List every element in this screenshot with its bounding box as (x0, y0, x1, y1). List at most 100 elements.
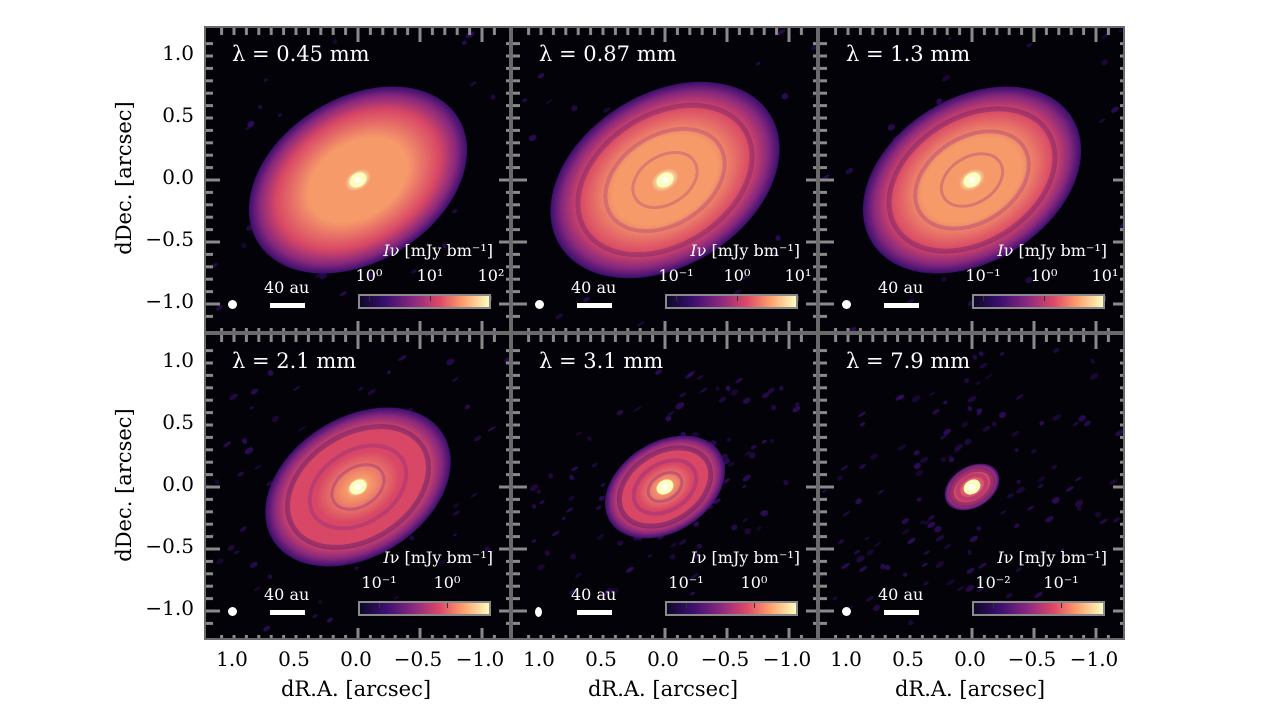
beam-ellipse (535, 607, 542, 617)
scale-bar-label: 40 au (878, 278, 924, 297)
x-tick-label: 0.0 (954, 647, 986, 671)
colorbar-tick-label: 10² (477, 266, 505, 285)
colorbar (972, 601, 1105, 616)
x-tick-label: 0.5 (585, 647, 617, 671)
colorbar-tick-label: 10⁻¹ (658, 266, 694, 285)
y-tick-label: −1.0 (145, 596, 194, 620)
beam-ellipse (228, 300, 237, 309)
x-tick-label: 0.5 (892, 647, 924, 671)
disk-emission-image (522, 29, 816, 327)
wavelength-label: λ = 3.1 mm (539, 349, 664, 373)
x-axis-label: dR.A. [arcsec] (280, 677, 432, 701)
x-tick-label: 1.0 (830, 647, 862, 671)
colorbar-tick-label: 10⁰ (1030, 266, 1058, 285)
x-tick-label: −1.0 (1069, 647, 1119, 671)
colorbar-tick-label: 10⁻¹ (965, 266, 1001, 285)
disk-emission-image (206, 335, 509, 632)
wavelength-label: λ = 2.1 mm (232, 349, 357, 373)
x-axis-label: dR.A. [arcsec] (894, 677, 1046, 701)
beam-ellipse (842, 300, 851, 309)
colorbar-tick-label: 10⁰ (433, 573, 461, 592)
colorbar-tick-mark (430, 296, 431, 301)
colorbar-tick-mark (1061, 603, 1062, 608)
colorbar (972, 294, 1106, 309)
y-axis-label: dDec. [arcsec] (112, 101, 136, 255)
disk-emission-image (209, 31, 496, 311)
scale-bar-label: 40 au (571, 585, 617, 604)
colorbar-tick-label: 10⁻¹ (1043, 573, 1079, 592)
colorbar-unit-label: Iν [mJy bm⁻¹] (383, 241, 493, 260)
x-tick-label: −1.0 (455, 647, 505, 671)
image-panel: λ = 0.87 mm Iν [mJy bm⁻¹] 10⁻¹ 10⁰ 10¹ 40 au (511, 26, 818, 333)
colorbar-unit-symbol: I (383, 241, 390, 260)
colorbar-unit-text: ν [mJy bm⁻¹] (1003, 548, 1107, 567)
wavelength-label: λ = 1.3 mm (846, 42, 971, 66)
colorbar (358, 601, 491, 616)
colorbar-unit-label: Iν [mJy bm⁻¹] (690, 241, 800, 260)
colorbar-tick-label: 10⁻¹ (668, 573, 704, 592)
image-panel: λ = 2.1 mm Iν [mJy bm⁻¹] 10⁻¹ 10⁰ 40 au (204, 333, 511, 640)
x-tick-label: 1.0 (523, 647, 555, 671)
colorbar-unit-text: ν [mJy bm⁻¹] (1003, 241, 1107, 260)
x-tick-label: 0.5 (278, 647, 310, 671)
scale-bar-label: 40 au (878, 585, 924, 604)
wavelength-label: λ = 7.9 mm (846, 349, 971, 373)
colorbar-tick-mark (983, 296, 984, 301)
colorbar-tick-mark (379, 603, 380, 608)
beam-ellipse (842, 607, 851, 616)
disk-emission-image (820, 347, 1123, 626)
colorbar (665, 601, 798, 616)
colorbar-unit-label: Iν [mJy bm⁻¹] (997, 548, 1107, 567)
colorbar-unit-symbol: I (690, 548, 697, 567)
colorbar-unit-symbol: I (997, 548, 1004, 567)
colorbar-unit-label: Iν [mJy bm⁻¹] (997, 241, 1107, 260)
colorbar-unit-text: ν [mJy bm⁻¹] (696, 241, 800, 260)
x-tick-label: 1.0 (216, 647, 248, 671)
x-tick-label: −0.5 (393, 647, 443, 671)
colorbar-tick-mark (737, 296, 738, 301)
y-tick-label: −0.5 (145, 534, 194, 558)
colorbar-tick-mark (491, 296, 492, 301)
colorbar-tick-label: 10¹ (784, 266, 812, 285)
image-panel: λ = 7.9 mm Iν [mJy bm⁻¹] 10⁻² 10⁻¹ 40 au (818, 333, 1125, 640)
y-tick-label: −0.5 (145, 227, 194, 251)
colorbar-tick-mark (447, 603, 448, 608)
wavelength-label: λ = 0.45 mm (232, 42, 370, 66)
y-tick-label: 1.0 (162, 41, 194, 65)
scale-bar (884, 303, 919, 308)
x-axis-label: dR.A. [arcsec] (587, 677, 739, 701)
scale-bar (270, 303, 305, 308)
colorbar-tick-label: 10⁰ (723, 266, 751, 285)
y-axis-label: dDec. [arcsec] (112, 408, 136, 562)
colorbar-tick-label: 10⁻² (975, 573, 1011, 592)
y-tick-label: 0.5 (162, 103, 194, 127)
colorbar-unit-symbol: I (383, 548, 390, 567)
y-tick-label: −1.0 (145, 289, 194, 313)
colorbar-unit-label: Iν [mJy bm⁻¹] (383, 548, 493, 567)
scale-bar-label: 40 au (264, 585, 310, 604)
image-panel: λ = 0.45 mm Iν [mJy bm⁻¹] 10⁰ 10¹ 10² 40 au (204, 26, 511, 333)
colorbar-unit-text: ν [mJy bm⁻¹] (696, 548, 800, 567)
x-tick-label: −0.5 (1007, 647, 1057, 671)
image-panel: λ = 1.3 mm Iν [mJy bm⁻¹] 10⁻¹ 10⁰ 10¹ 40 au (818, 26, 1125, 333)
disk-emission-image (530, 369, 801, 597)
scale-bar-label: 40 au (571, 278, 617, 297)
disk-emission-image (822, 29, 1123, 331)
scale-bar (577, 610, 612, 615)
colorbar-tick-mark (369, 296, 370, 301)
image-panel: λ = 3.1 mm Iν [mJy bm⁻¹] 10⁻¹ 10⁰ 40 au (511, 333, 818, 640)
colorbar-tick-mark (993, 603, 994, 608)
colorbar-tick-mark (1044, 296, 1045, 301)
colorbar-tick-mark (676, 296, 677, 301)
colorbar-unit-symbol: I (690, 241, 697, 260)
colorbar-unit-text: ν [mJy bm⁻¹] (389, 548, 493, 567)
y-tick-label: 1.0 (162, 348, 194, 372)
x-tick-label: 0.0 (647, 647, 679, 671)
scale-bar (884, 610, 919, 615)
wavelength-label: λ = 0.87 mm (539, 42, 677, 66)
colorbar-tick-mark (798, 296, 799, 301)
y-tick-label: 0.0 (162, 472, 194, 496)
scale-bar (270, 610, 305, 615)
colorbar (358, 294, 492, 309)
